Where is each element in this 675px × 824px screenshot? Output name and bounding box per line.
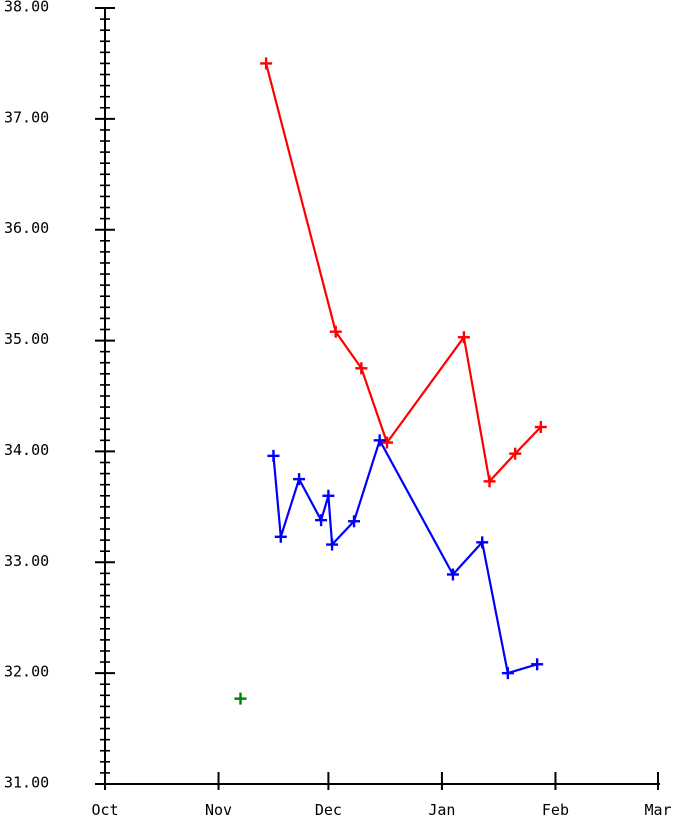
y-tick-label: 34.00 — [4, 441, 49, 459]
series-0-line — [265, 63, 542, 483]
x-tick-label: Dec — [315, 801, 342, 819]
x-tick-label: Jan — [428, 801, 455, 819]
y-tick-label: 33.00 — [4, 552, 49, 570]
data-point-marker — [476, 536, 489, 549]
data-point-marker — [234, 692, 247, 705]
x-tick-label: Mar — [644, 801, 671, 819]
data-point-marker — [534, 421, 547, 434]
y-tick-label: 32.00 — [4, 663, 49, 681]
data-point-marker — [483, 475, 496, 488]
series-layer — [234, 57, 547, 705]
data-point-marker — [446, 568, 459, 581]
x-tick-label: Nov — [205, 801, 232, 819]
data-point-marker — [380, 436, 393, 449]
data-point-marker — [501, 667, 514, 680]
data-point-marker — [315, 514, 328, 527]
data-point-marker — [293, 473, 306, 486]
data-point-marker — [322, 489, 335, 502]
y-tick-label: 37.00 — [4, 108, 49, 126]
data-point-marker — [274, 530, 287, 543]
data-point-marker — [329, 325, 342, 338]
data-point-marker — [531, 658, 544, 671]
series-1 — [267, 434, 544, 680]
x-tick-label: Feb — [542, 801, 569, 819]
data-point-marker — [457, 331, 470, 344]
series-0 — [260, 57, 547, 488]
data-point-marker — [373, 434, 386, 447]
series-2 — [234, 692, 247, 705]
data-point-marker — [509, 447, 522, 460]
x-tick-label: Oct — [91, 801, 118, 819]
y-tick-label: 35.00 — [4, 330, 49, 348]
data-point-marker — [348, 515, 361, 528]
data-point-marker — [260, 57, 273, 70]
x-axis: Oct Nov Dec Jan Feb Mar — [91, 772, 672, 819]
series-1-line — [272, 439, 538, 675]
y-axis: 31.00 32.00 33.00 34.00 35.00 36.00 37.00 38.00 — [4, 0, 115, 792]
y-tick-label: 31.00 — [4, 774, 49, 792]
data-point-marker — [355, 362, 368, 375]
data-point-marker — [267, 449, 280, 462]
data-point-marker — [326, 538, 339, 551]
y-tick-label: 36.00 — [4, 219, 49, 237]
y-tick-label: 38.00 — [4, 0, 49, 16]
